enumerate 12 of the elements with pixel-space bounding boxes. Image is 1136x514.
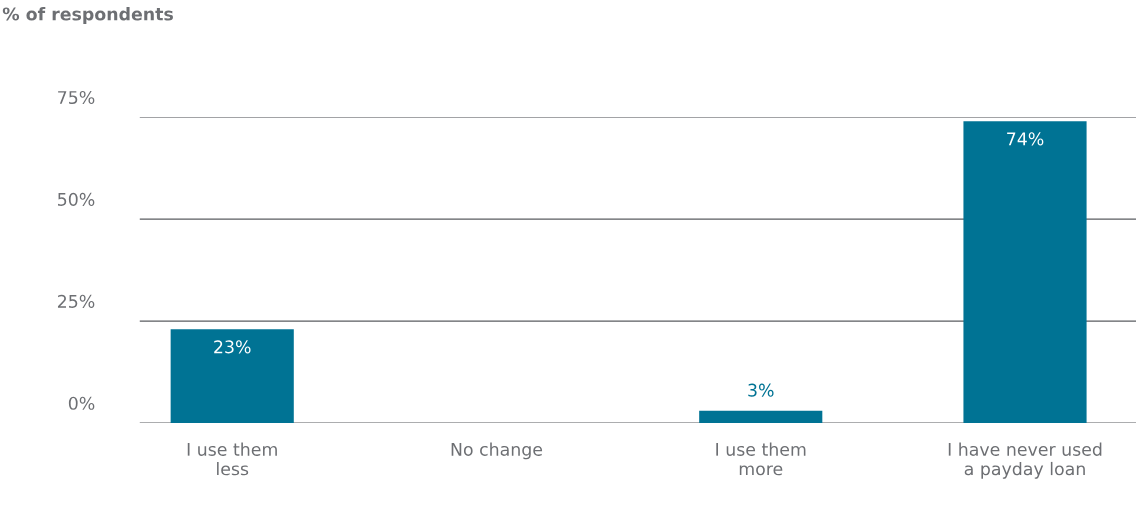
x-tick-label: I use them more: [716, 442, 806, 476]
y-tick-label: 25%: [57, 294, 95, 308]
x-tick-label: No change: [451, 442, 543, 460]
data-label: 74%: [1007, 132, 1044, 146]
x-tick-label: I use them less: [187, 442, 277, 476]
y-tick-label: 75%: [58, 90, 95, 105]
y-tick-label: 0%: [68, 396, 95, 410]
y-tick-label: 50%: [58, 192, 95, 206]
data-label: 3%: [748, 383, 774, 397]
y-axis-title: % of respondents: [2, 7, 173, 24]
x-tick-label: I have never used a payday loan: [948, 442, 1102, 479]
data-label: 23%: [214, 340, 251, 354]
